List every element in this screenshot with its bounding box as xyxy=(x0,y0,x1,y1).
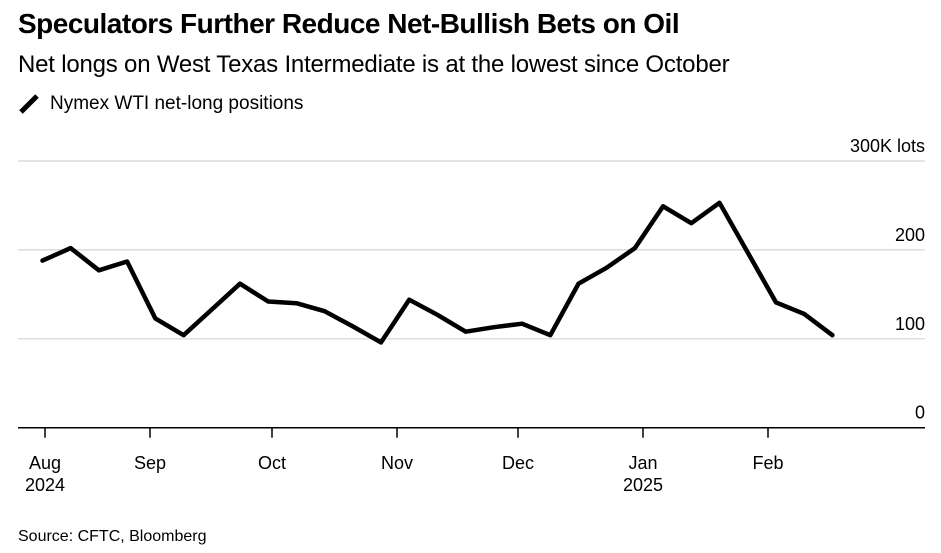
x-tick-label: Oct xyxy=(258,453,286,473)
source-text: Source: CFTC, Bloomberg xyxy=(18,527,207,545)
x-tick-label: Dec xyxy=(502,453,534,473)
chart-subtitle: Net longs on West Texas Intermediate is … xyxy=(18,51,730,79)
y-axis-label: 200 xyxy=(895,225,925,245)
legend-label: Nymex WTI net-long positions xyxy=(50,92,304,114)
x-tick-year: 2024 xyxy=(25,475,65,495)
x-tick-label: Nov xyxy=(381,453,413,473)
y-axis-label: 0 xyxy=(915,402,925,422)
x-tick-label: Aug xyxy=(29,453,61,473)
line-series-slash-icon xyxy=(19,94,39,114)
data-line xyxy=(40,200,835,345)
x-tick-label: Jan xyxy=(628,453,657,473)
legend: Nymex WTI net-long positions xyxy=(18,93,923,115)
y-axis-label: 100 xyxy=(895,314,925,334)
x-tick-year: 2025 xyxy=(623,475,663,495)
x-tick-label: Feb xyxy=(752,453,783,473)
x-tick-label: Sep xyxy=(134,453,166,473)
chart-title: Speculators Further Reduce Net-Bullish B… xyxy=(18,8,680,39)
chart-area: 300K lots 200 100 0 Aug 2024 Sep Oct Nov Dec Jan 20… xyxy=(0,127,941,507)
y-axis-label: 300K lots xyxy=(850,136,925,156)
